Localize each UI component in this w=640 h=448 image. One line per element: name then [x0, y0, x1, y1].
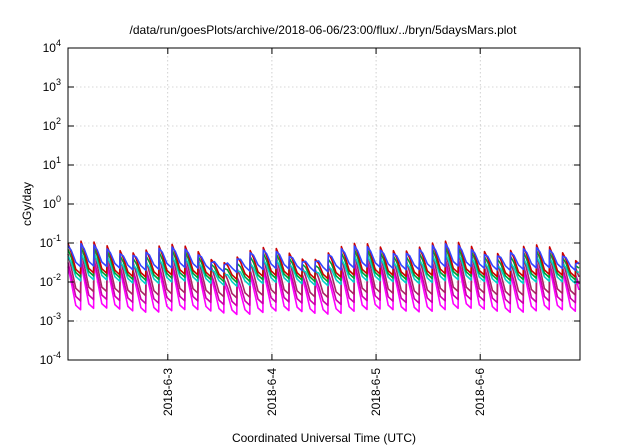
- y-tick-label: 102: [43, 116, 61, 133]
- series-line: [67, 242, 580, 274]
- y-tick-label: 101: [43, 155, 61, 172]
- x-axis: 2018-6-3 2018-6-4 2018-6-5 2018-6-6: [161, 48, 487, 416]
- y-tick-label: 10-1: [40, 233, 61, 250]
- grid: [68, 48, 580, 360]
- series-line: [67, 246, 580, 284]
- y-axis-label: cGy/day: [20, 182, 34, 226]
- x-axis-label: Coordinated Universal Time (UTC): [232, 431, 416, 445]
- series-line: [67, 252, 580, 287]
- series-group: [67, 240, 580, 316]
- y-tick-label: 10-4: [40, 350, 61, 367]
- x-tick-label: 2018-6-5: [369, 368, 383, 416]
- series-line: [67, 240, 580, 281]
- y-tick-label: 100: [43, 194, 61, 211]
- chart-title: /data/run/goesPlots/archive/2018-06-06/2…: [130, 23, 518, 37]
- x-tick-label: 2018-6-6: [473, 368, 487, 416]
- series-line: [67, 258, 580, 307]
- series-line: [67, 250, 580, 299]
- y-tick-label: 104: [43, 38, 61, 55]
- y-tick-label: 103: [43, 77, 61, 94]
- series-line: [67, 261, 580, 316]
- x-tick-label: 2018-6-3: [161, 368, 175, 416]
- y-tick-label: 10-2: [40, 272, 61, 289]
- x-tick-label: 2018-6-4: [265, 368, 279, 416]
- y-axis: 10-4 10-3 10-2 10-1 100 101 102 103 104: [40, 38, 580, 367]
- y-tick-label: 10-3: [40, 311, 61, 328]
